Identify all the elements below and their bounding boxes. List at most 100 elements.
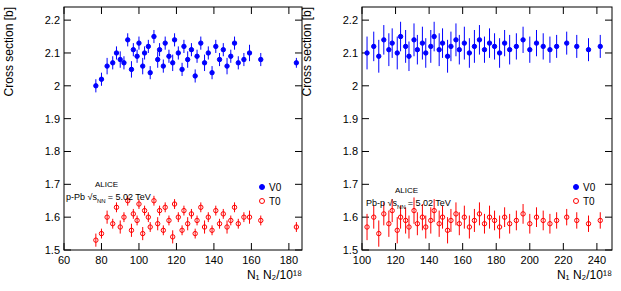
x-tick-label: 100	[130, 254, 148, 266]
x-tick	[362, 7, 363, 14]
error-bar	[178, 212, 179, 222]
error-bar	[450, 209, 451, 232]
data-point	[152, 34, 156, 38]
error-bar	[388, 211, 389, 237]
error-bar	[212, 225, 213, 235]
data-point	[564, 41, 568, 45]
annotation: ALICE	[95, 180, 118, 189]
data-point	[420, 41, 424, 45]
error-bar	[397, 217, 398, 243]
x-tick	[251, 7, 252, 14]
data-point	[142, 208, 146, 212]
data-point	[221, 47, 225, 51]
data-point	[395, 51, 399, 55]
data-point	[206, 51, 210, 55]
x-tick	[462, 7, 463, 14]
y-tick	[605, 85, 612, 86]
error-bar	[101, 229, 102, 239]
y-tick-label: 1.7	[343, 178, 358, 190]
error-bar	[230, 216, 231, 226]
error-bar	[447, 217, 448, 243]
data-point	[131, 212, 135, 216]
data-point	[449, 218, 453, 222]
data-point	[365, 225, 369, 229]
data-point	[152, 199, 156, 203]
error-bar	[142, 227, 143, 240]
error-bar	[469, 216, 470, 239]
data-point	[141, 231, 145, 235]
error-bar	[137, 216, 138, 226]
x-tick	[288, 243, 289, 250]
data-point	[199, 41, 203, 45]
data-point	[415, 222, 419, 226]
data-point	[161, 64, 165, 68]
data-point	[548, 47, 552, 51]
data-point	[412, 38, 416, 42]
error-bar	[459, 212, 460, 235]
data-point	[217, 57, 221, 61]
data-point	[217, 222, 221, 226]
x-tick	[429, 243, 430, 250]
data-point	[146, 44, 150, 48]
data-point	[437, 47, 441, 51]
data-point	[445, 228, 449, 232]
data-point	[377, 54, 381, 58]
data-point	[129, 67, 133, 71]
data-point	[575, 44, 579, 48]
data-point	[118, 57, 122, 61]
data-point	[167, 218, 171, 222]
data-point	[387, 47, 391, 51]
x-tick	[101, 7, 102, 14]
error-bar	[165, 202, 166, 212]
error-bar	[234, 202, 235, 212]
data-point	[390, 208, 394, 212]
data-point	[114, 205, 118, 209]
x-tick	[529, 7, 530, 14]
panel: 60801001201401601801.51.61.71.81.922.12.…	[2, 7, 302, 282]
data-point	[554, 44, 558, 48]
data-point	[398, 34, 402, 38]
error-bar	[200, 202, 201, 212]
x-tick	[429, 7, 430, 14]
y-tick-label: 1.8	[343, 145, 358, 157]
annotation-part: = 5.02 TeV	[108, 192, 151, 202]
error-bar	[131, 224, 132, 237]
x-tick	[496, 7, 497, 14]
x-tick	[64, 7, 65, 14]
data-point	[429, 44, 433, 48]
data-point	[172, 38, 176, 42]
error-bar	[150, 222, 151, 232]
data-point	[294, 225, 298, 229]
data-point	[189, 212, 193, 216]
error-bar	[479, 202, 480, 225]
error-bar	[509, 214, 510, 234]
data-point	[206, 215, 210, 219]
data-point	[365, 51, 369, 55]
error-bar	[425, 216, 426, 239]
x-tick	[64, 243, 65, 250]
data-point	[482, 47, 486, 51]
data-point	[502, 215, 506, 219]
data-point	[598, 218, 602, 222]
error-bar	[367, 214, 368, 240]
data-point	[210, 228, 214, 232]
y-tick	[64, 52, 71, 53]
error-bar	[223, 209, 224, 219]
error-bar	[489, 206, 490, 229]
error-bar	[133, 209, 134, 219]
data-point	[514, 44, 518, 48]
y-tick	[295, 184, 302, 185]
data-point	[482, 222, 486, 226]
error-bar	[296, 222, 297, 232]
legend-label: T0	[269, 196, 281, 207]
x-tick-label: 140	[205, 254, 223, 266]
y-tick	[362, 250, 369, 251]
error-bar	[464, 206, 465, 229]
data-point	[221, 212, 225, 216]
data-point	[398, 215, 402, 219]
data-point	[424, 225, 428, 229]
data-group	[365, 22, 603, 247]
y-tick-label: 1.6	[45, 211, 60, 223]
data-point	[199, 205, 203, 209]
y-tick	[605, 20, 612, 21]
